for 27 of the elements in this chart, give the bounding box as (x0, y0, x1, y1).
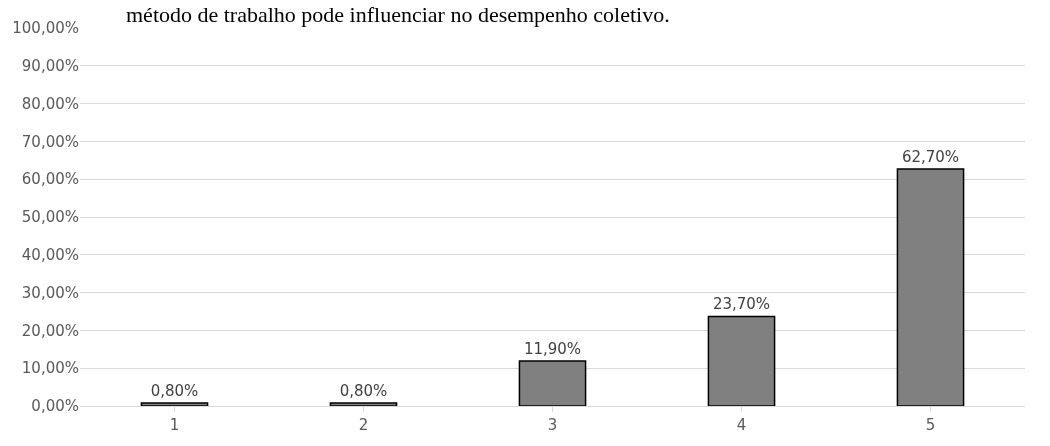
x-tick-label: 2 (358, 416, 369, 434)
x-tick-label: 5 (925, 416, 936, 434)
chart-title: método de trabalho pode influenciar no desempenho coletivo. (126, 2, 670, 28)
y-tick-label: 100,00% (12, 19, 79, 38)
data-label: 23,70% (712, 295, 771, 314)
y-tick-label: 0,00% (31, 397, 79, 416)
y-tick-label: 40,00% (21, 246, 79, 265)
data-label: 0,80% (150, 381, 199, 400)
bar (518, 360, 587, 406)
bar (707, 315, 776, 406)
y-tick-label: 50,00% (21, 208, 79, 227)
bar (896, 168, 965, 406)
data-label: 11,90% (523, 340, 582, 359)
y-tick-label: 10,00% (21, 359, 79, 378)
x-tick-label: 1 (169, 416, 180, 434)
y-tick-label: 20,00% (21, 321, 79, 340)
y-tick-label: 70,00% (21, 132, 79, 151)
y-tick-label: 90,00% (21, 57, 79, 76)
y-tick-label: 80,00% (21, 94, 79, 113)
y-tick-label: 60,00% (21, 170, 79, 189)
y-tick-label: 30,00% (21, 283, 79, 302)
data-label: 0,80% (339, 381, 388, 400)
bar (140, 402, 209, 406)
x-tick-label: 4 (736, 416, 747, 434)
x-tick-label: 3 (547, 416, 558, 434)
bar (329, 402, 398, 406)
data-label: 62,70% (901, 147, 960, 166)
